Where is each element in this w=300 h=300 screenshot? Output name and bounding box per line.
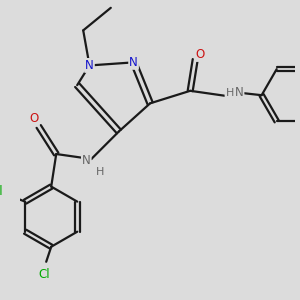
- Text: H: H: [96, 167, 104, 177]
- Text: N: N: [85, 59, 94, 72]
- Text: N: N: [129, 56, 138, 69]
- Text: H: H: [226, 88, 234, 98]
- Text: N: N: [235, 86, 244, 99]
- Text: Cl: Cl: [38, 268, 50, 281]
- Text: O: O: [196, 48, 205, 61]
- Text: Cl: Cl: [0, 185, 3, 198]
- Text: O: O: [29, 112, 38, 125]
- Text: N: N: [82, 154, 91, 167]
